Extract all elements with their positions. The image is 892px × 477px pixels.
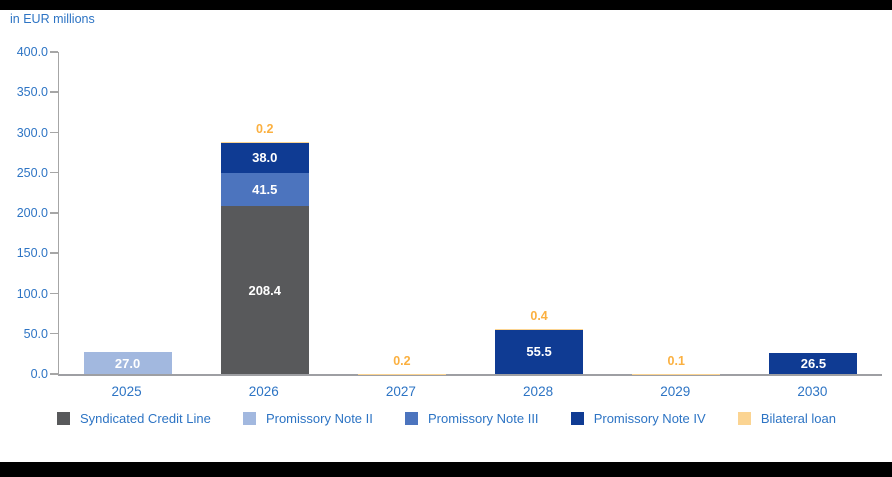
y-axis-tick-label: 150.0 [16, 246, 48, 261]
y-axis-tick-label: 100.0 [16, 286, 48, 301]
bar-segment: 38.0 [220, 142, 309, 173]
y-axis-tick-mark [50, 373, 58, 375]
bar-value-label: 41.5 [252, 182, 278, 198]
bar-column: 26.5 [769, 52, 858, 374]
bar-value-label: 27.0 [114, 355, 141, 371]
legend-item: Promissory Note II [242, 411, 373, 426]
legend-swatch [242, 412, 256, 425]
bar-column: 0.1 [632, 52, 721, 374]
y-axis-tick-label: 300.0 [16, 125, 48, 140]
x-axis-category-label: 2028 [523, 384, 554, 399]
y-axis-tick-label: 200.0 [16, 206, 48, 220]
legend-item: Promissory Note III [405, 411, 539, 426]
x-axis-category-label: 2027 [385, 384, 416, 399]
y-axis-tick-mark [50, 171, 58, 174]
legend-item: Promissory Note IV [570, 411, 706, 426]
bar-segment: 55.5 [495, 329, 584, 374]
bar-value-label-outside: 0.1 [667, 353, 685, 368]
legend-item: Syndicated Credit Line [57, 411, 211, 426]
legend-swatch [570, 412, 584, 425]
legend-item: Bilateral loan [737, 411, 836, 426]
chart-title: in EUR millions [10, 12, 95, 26]
x-axis-category-label: 2025 [111, 384, 142, 399]
legend-label: Promissory Note IV [593, 411, 706, 426]
bar-value-label: 208.4 [248, 282, 282, 298]
bar-column: 0.2 [357, 52, 446, 374]
y-axis-tick-mark [50, 212, 58, 214]
legend-swatch [57, 412, 70, 425]
top-black-bar [0, 0, 892, 10]
y-axis-tick-mark [50, 91, 58, 93]
y-axis-tick-mark [50, 332, 58, 335]
bar-value-label: 38.0 [252, 150, 278, 166]
legend: Syndicated Credit Line Promissory Note II… [57, 411, 836, 426]
x-axis-category-label: 2026 [248, 384, 279, 399]
y-axis-tick-label: 0.0 [30, 367, 48, 381]
bar-segment: 26.5 [769, 352, 858, 374]
x-axis-category-label: 2030 [797, 384, 828, 399]
y-axis-tick-mark [50, 131, 58, 133]
bar-segment: 27.0 [83, 352, 172, 374]
legend-label: Syndicated Credit Line [80, 411, 211, 426]
bar-value-label-outside: 0.4 [530, 309, 548, 324]
y-axis-tick-label: 350.0 [16, 85, 48, 100]
plot-area: 27.0 208.4 41.5 38.0 0.2 0.2 55.5 0.4 0.1 26.5 [58, 52, 882, 376]
bar-value-label-outside: 0.2 [393, 353, 411, 368]
y-axis-tick-label: 400.0 [16, 45, 48, 59]
legend-swatch [405, 412, 419, 425]
bottom-black-bar [0, 462, 892, 477]
bar-segment: 208.4 [220, 206, 309, 374]
legend-label: Bilateral loan [760, 411, 836, 426]
bar-value-label: 26.5 [800, 355, 827, 371]
y-axis-tick-mark [50, 252, 58, 254]
x-axis-category-label: 2029 [660, 384, 691, 399]
legend-label: Promissory Note III [428, 411, 539, 426]
bar-segment: 41.5 [220, 172, 309, 207]
bar-column: 55.5 0.4 [495, 52, 584, 374]
y-axis-tick-label: 250.0 [16, 165, 48, 180]
legend-label: Promissory Note II [265, 411, 373, 426]
bar-value-label: 55.5 [526, 344, 552, 360]
y-axis-tick-mark [50, 292, 58, 294]
y-axis-tick-mark [50, 51, 58, 53]
bar-value-label-outside: 0.2 [256, 122, 274, 137]
bar-column: 208.4 41.5 38.0 0.2 [220, 52, 309, 374]
y-axis-tick-label: 50.0 [23, 326, 48, 341]
bar-column: 27.0 [83, 52, 172, 374]
legend-swatch [737, 412, 751, 425]
